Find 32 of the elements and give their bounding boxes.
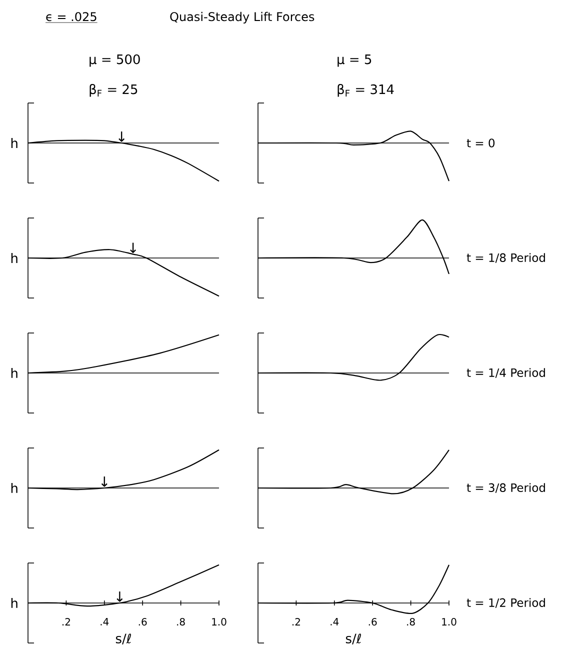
y-axis-title: h — [11, 368, 18, 378]
x-tick-label: .8 — [407, 618, 415, 626]
text: t = 1/2 Period — [466, 598, 545, 608]
x-tick-label: .8 — [177, 618, 185, 626]
text: t = 1/8 Period — [466, 253, 545, 263]
text: ϵ = .025 — [46, 12, 96, 22]
y-axis-title: h — [11, 253, 18, 263]
chart-title: μ = 500 — [90, 54, 140, 67]
y-axis-title: h — [11, 483, 18, 493]
text: t = 1/4 Period — [466, 368, 545, 378]
y-axis-title: h — [11, 598, 18, 608]
y-axis-title: h — [11, 138, 18, 148]
chart-title: μ = 5 — [338, 54, 372, 67]
annotation: ↓ — [130, 242, 136, 253]
x-tick-label: .2 — [62, 618, 70, 626]
x-tick-label: .4 — [330, 618, 339, 626]
x-tick-label: 1.0 — [212, 618, 226, 626]
text: t = 0 — [466, 138, 495, 148]
x-tick-label: .2 — [292, 618, 300, 626]
chart-subtitle: β$_{F}$ = 25 — [90, 84, 138, 97]
chart-subtitle: β$_{F}$ = 314 — [338, 84, 394, 97]
x-axis-title: s/ℓ — [116, 634, 131, 644]
x-axis-title: s/ℓ — [346, 634, 361, 644]
x-tick-label: .6 — [138, 618, 147, 626]
text: Quasi-Steady Lift Forces — [170, 12, 314, 24]
x-tick-label: .4 — [100, 618, 109, 626]
annotation: ↓ — [116, 592, 123, 602]
annotation: ↓ — [118, 132, 125, 142]
annotation: ↓ — [101, 476, 108, 487]
x-tick-label: 1.0 — [442, 618, 456, 626]
text: t = 3/8 Period — [466, 483, 545, 493]
x-tick-label: .6 — [368, 618, 377, 626]
